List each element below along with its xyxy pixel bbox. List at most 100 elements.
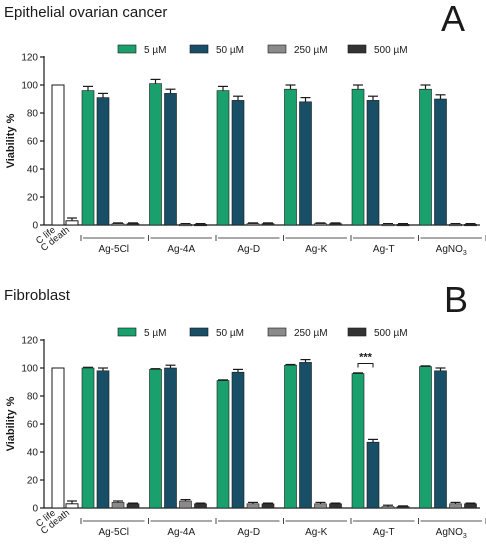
legend-swatch [347, 44, 367, 54]
category-label: Ag-D [237, 244, 260, 255]
y-tick-label: 0 [32, 221, 38, 232]
significance-bracket [357, 363, 374, 368]
category-label: Ag-4A [167, 244, 195, 255]
data-bar [231, 371, 245, 509]
data-bar [194, 503, 207, 509]
y-tick-label: 100 [21, 81, 38, 92]
data-bar [164, 367, 177, 509]
legend-label: 250 µM [294, 45, 328, 56]
viability-chart-ovarian: 5 µM 50 µM 250 µM 500 µM 0 20 40 60 80 100 120 Viab… [5, 44, 486, 257]
data-bar [419, 366, 432, 509]
legend-swatch [189, 44, 209, 54]
data-bar [464, 503, 477, 509]
legend-label: 500 µM [374, 328, 408, 339]
panel-b-title: Fibroblast [4, 287, 70, 304]
data-bar [329, 503, 342, 509]
data-bar [261, 223, 275, 226]
data-bar [96, 97, 110, 226]
data-bar [299, 362, 312, 509]
control-bar [65, 220, 79, 226]
legend-label: 5 µM [144, 45, 166, 56]
legend-swatch [267, 327, 287, 337]
viability-chart-fibroblast: 5 µM 50 µM 250 µM 500 µM 0 20 40 60 80 100 120 Viab… [5, 327, 486, 540]
control-bar [51, 84, 65, 226]
data-bar [149, 369, 162, 509]
y-tick-label: 80 [27, 392, 39, 403]
data-bar [434, 370, 447, 509]
control-bar [65, 503, 79, 509]
data-bar [216, 380, 230, 509]
category-label: AgNO3 [436, 527, 467, 540]
data-bar [179, 500, 192, 509]
data-bar [351, 88, 365, 226]
data-bar [314, 223, 327, 226]
data-bar [314, 503, 327, 509]
y-axis-label: Viability % [5, 113, 17, 168]
y-tick-label: 40 [27, 165, 39, 176]
y-tick-label: 60 [27, 420, 39, 431]
data-bar [164, 93, 177, 226]
data-bar [81, 90, 95, 226]
data-bar [194, 224, 207, 227]
data-bar [366, 100, 380, 226]
data-bar [396, 224, 410, 227]
panel-a-title: Epithelial ovarian cancer [4, 4, 168, 21]
data-bar [329, 223, 342, 226]
data-bar [246, 223, 260, 226]
data-bar [381, 506, 395, 509]
control-bar [51, 367, 65, 509]
data-bar [449, 224, 462, 227]
data-bar [299, 101, 312, 226]
y-tick-label: 100 [21, 364, 38, 375]
data-bar [111, 223, 125, 226]
category-label: Ag-4A [167, 527, 195, 538]
legend-label: 250 µM [294, 328, 328, 339]
data-bar [149, 83, 162, 226]
category-label: Ag-K [305, 244, 328, 255]
data-bar [231, 100, 245, 226]
data-bar [351, 373, 365, 509]
category-label: Ag-K [305, 527, 328, 538]
legend-label: 500 µM [374, 45, 408, 56]
y-tick-label: 40 [27, 448, 39, 459]
category-label: Ag-5Cl [98, 244, 129, 255]
data-bar [126, 223, 140, 226]
legend-swatch [117, 44, 137, 54]
data-bar [434, 98, 447, 226]
category-label: Ag-T [373, 244, 395, 255]
data-bar [81, 367, 95, 509]
data-bar [216, 90, 230, 226]
y-tick-label: 20 [27, 476, 39, 487]
y-tick-label: 20 [27, 193, 39, 204]
y-axis-label: Viability % [5, 396, 17, 451]
legend-swatch [347, 327, 367, 337]
legend-swatch [267, 44, 287, 54]
y-tick-label: 80 [27, 109, 39, 120]
data-bar [419, 88, 432, 226]
category-label: Ag-T [373, 527, 395, 538]
legend-label: 50 µM [216, 45, 244, 56]
data-bar [366, 441, 380, 509]
category-label: AgNO3 [436, 244, 467, 257]
data-bar [111, 502, 125, 509]
y-tick-label: 0 [32, 504, 38, 515]
data-bar [284, 88, 297, 226]
significance-label: *** [359, 352, 373, 364]
legend-label: 5 µM [144, 328, 166, 339]
y-tick-label: 120 [21, 336, 38, 347]
data-bar [126, 503, 140, 509]
data-bar [381, 224, 395, 227]
category-label: Ag-5Cl [98, 527, 129, 538]
data-bar [449, 503, 462, 509]
legend-swatch [189, 327, 209, 337]
data-bar [261, 503, 275, 509]
legend-label: 50 µM [216, 328, 244, 339]
data-bar [284, 364, 297, 509]
panel-b-letter: B [444, 279, 469, 320]
category-label: Ag-D [237, 527, 260, 538]
data-bar [179, 224, 192, 227]
data-bar [96, 370, 110, 509]
panel-a-letter: A [441, 0, 466, 39]
data-bar [246, 503, 260, 509]
legend-swatch [117, 327, 137, 337]
